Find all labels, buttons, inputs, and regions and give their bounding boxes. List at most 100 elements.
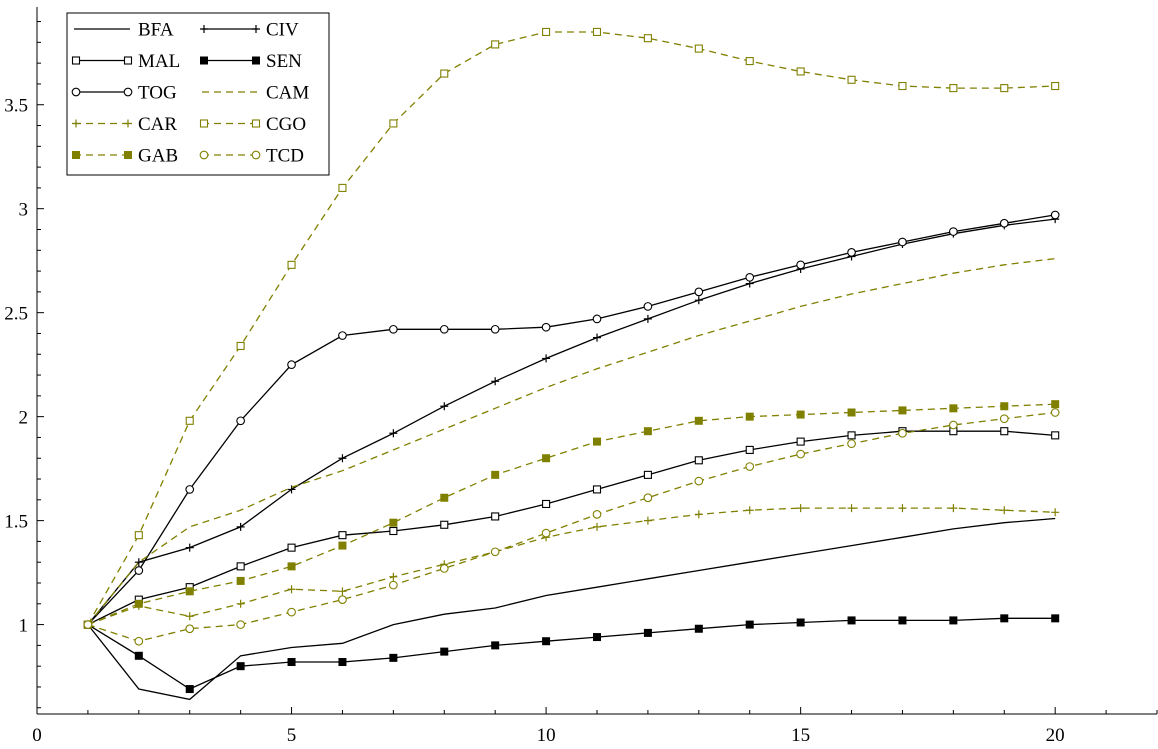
data-point: [185, 685, 194, 694]
data-point: [796, 67, 805, 76]
legend-marker: [199, 119, 209, 128]
legend-marker: [124, 119, 132, 128]
data-point: [287, 607, 296, 617]
data-point: [694, 416, 703, 425]
data-point: [389, 119, 398, 128]
data-point: [491, 641, 500, 650]
series-line: [87, 257, 1056, 626]
data-point: [949, 420, 958, 430]
data-point: [847, 504, 856, 513]
data-point: [898, 237, 907, 247]
data-point: [541, 528, 551, 538]
data-point: [236, 562, 245, 571]
data-point: [338, 183, 347, 192]
data-point: [847, 408, 856, 417]
data-point: [796, 504, 805, 513]
data-point: [236, 522, 245, 531]
legend-marker: [252, 25, 260, 33]
data-point: [338, 541, 347, 550]
data-point: [1000, 402, 1009, 411]
series-mal: [83, 427, 1060, 629]
y-tick-label: 2: [19, 408, 29, 429]
data-point: [185, 543, 194, 552]
data-point: [440, 402, 449, 411]
legend-marker: [72, 119, 80, 128]
series-line: [87, 430, 1056, 626]
data-point: [440, 69, 449, 78]
series-line: [87, 517, 1056, 701]
data-point: [745, 506, 754, 515]
legend-marker: [72, 151, 80, 159]
data-point: [134, 531, 143, 540]
data-point: [134, 566, 144, 575]
data-point: [1000, 427, 1009, 436]
data-point: [185, 485, 195, 494]
legend-marker: [200, 56, 208, 65]
legend-marker: [252, 56, 260, 65]
data-point: [1000, 614, 1009, 623]
data-point: [1050, 210, 1060, 220]
data-point: [643, 516, 652, 525]
legend-item-car: CAR: [72, 114, 177, 135]
data-point: [745, 462, 755, 471]
series-cgo: [83, 27, 1060, 629]
data-point: [796, 449, 805, 459]
data-point: [338, 531, 347, 540]
data-point: [134, 651, 143, 660]
data-point: [898, 81, 907, 91]
data-point: [490, 547, 500, 557]
data-point: [236, 599, 245, 608]
y-tick-label: 1.5: [4, 512, 28, 533]
legend-marker: [251, 150, 261, 160]
data-point: [643, 302, 653, 311]
data-point: [847, 75, 856, 84]
data-point: [490, 324, 500, 334]
data-point: [491, 470, 500, 479]
data-point: [847, 616, 856, 625]
data-point: [134, 599, 143, 608]
data-point: [694, 44, 703, 53]
series-gab: [83, 400, 1060, 629]
legend-label: CGO: [266, 114, 306, 135]
data-point: [694, 456, 703, 465]
data-point: [592, 27, 602, 37]
legend-label: TCD: [266, 146, 304, 167]
series-bfa: [87, 517, 1056, 701]
x-tick-label: 15: [791, 725, 810, 746]
data-point: [83, 620, 93, 629]
data-point: [694, 287, 704, 297]
data-point: [236, 416, 245, 426]
data-point: [999, 218, 1009, 228]
y-tick-label: 1: [19, 616, 29, 637]
legend-item-tcd: TCD: [199, 146, 304, 167]
data-point: [796, 410, 805, 419]
data-point: [745, 620, 754, 629]
data-point: [949, 227, 958, 236]
data-point: [439, 564, 449, 573]
data-point: [287, 543, 296, 552]
data-point: [847, 248, 856, 257]
data-point: [592, 314, 602, 324]
y-tick-label: 3: [19, 200, 29, 221]
data-point: [593, 333, 601, 342]
legend-item-bfa: BFA: [74, 20, 174, 41]
data-point: [389, 324, 398, 334]
data-point: [1050, 408, 1060, 417]
data-point: [847, 431, 856, 440]
data-point: [287, 260, 296, 269]
data-point: [898, 504, 907, 513]
data-point: [643, 34, 652, 43]
data-point: [1051, 614, 1060, 623]
data-point: [185, 416, 194, 425]
legend-label: BFA: [138, 20, 174, 41]
legend-label: CAM: [266, 83, 309, 104]
data-point: [491, 512, 500, 521]
data-point: [898, 616, 907, 625]
series-sen: [83, 614, 1060, 694]
chart-legend: BFA CIV MAL SEN TOG CAM CAR CGO GAB TCD: [66, 12, 330, 176]
data-point: [236, 620, 245, 629]
y-tick-label: 3.5: [4, 96, 28, 117]
data-point: [338, 595, 347, 604]
data-point: [542, 499, 551, 509]
legend-marker: [251, 119, 261, 128]
